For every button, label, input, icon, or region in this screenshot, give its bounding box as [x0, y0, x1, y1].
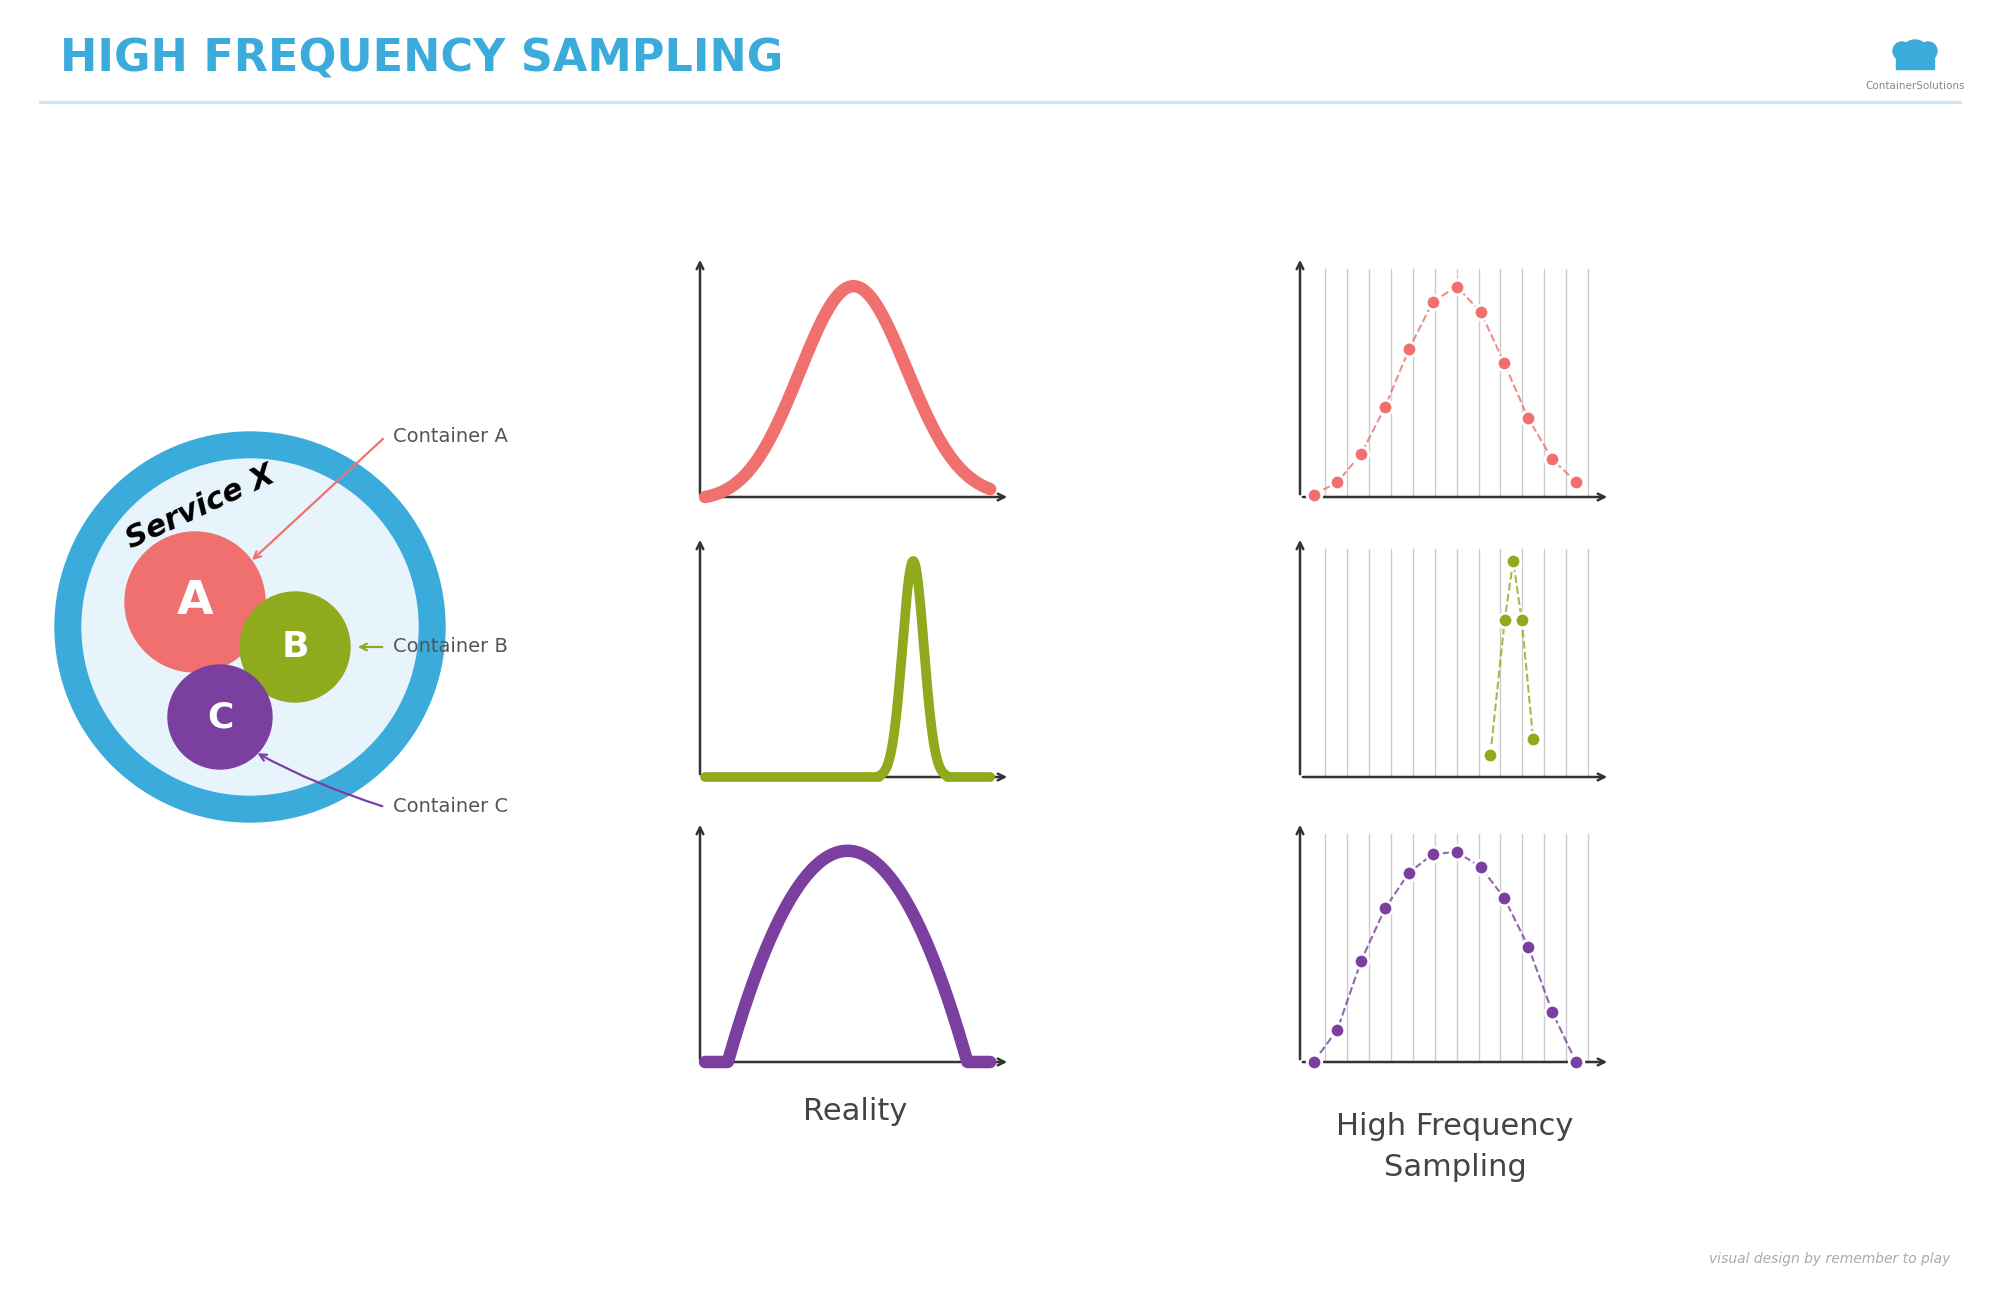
- Text: Container C: Container C: [394, 797, 507, 817]
- Text: HIGH FREQUENCY SAMPLING: HIGH FREQUENCY SAMPLING: [60, 38, 783, 81]
- Text: A: A: [176, 579, 214, 625]
- Text: Reality: Reality: [803, 1098, 907, 1127]
- Point: [1417, 843, 1449, 864]
- Point: [1558, 472, 1590, 493]
- Point: [1297, 485, 1329, 506]
- Point: [1558, 1052, 1590, 1073]
- Point: [1465, 856, 1497, 877]
- Point: [1321, 1019, 1353, 1040]
- Text: B: B: [282, 630, 308, 664]
- Circle shape: [1892, 42, 1910, 60]
- Point: [1345, 950, 1377, 971]
- Text: visual design by remember to play: visual design by remember to play: [1708, 1252, 1948, 1266]
- Point: [1465, 301, 1497, 322]
- Circle shape: [168, 665, 272, 769]
- Text: Container B: Container B: [394, 638, 507, 656]
- Point: [1321, 472, 1353, 493]
- Point: [1393, 339, 1425, 359]
- Point: [1516, 729, 1548, 750]
- Point: [1534, 1001, 1566, 1022]
- Point: [1441, 276, 1473, 297]
- Point: [1510, 408, 1542, 429]
- Point: [1393, 863, 1425, 884]
- Point: [1441, 842, 1473, 863]
- Point: [1369, 396, 1401, 417]
- Point: [1510, 936, 1542, 957]
- Point: [1489, 610, 1520, 631]
- Point: [1475, 745, 1506, 766]
- Text: ContainerSolutions: ContainerSolutions: [1864, 81, 1964, 91]
- Point: [1504, 610, 1536, 631]
- Text: Container A: Container A: [394, 427, 507, 447]
- Circle shape: [1900, 41, 1928, 68]
- Circle shape: [126, 532, 266, 672]
- Point: [1297, 1052, 1329, 1073]
- Circle shape: [240, 592, 350, 702]
- Point: [1369, 898, 1401, 919]
- Text: Service X: Service X: [122, 460, 280, 554]
- Point: [1489, 353, 1520, 374]
- Circle shape: [82, 459, 418, 795]
- Point: [1345, 443, 1377, 464]
- Text: C: C: [206, 701, 234, 735]
- Circle shape: [56, 433, 446, 822]
- Text: High Frequency
Sampling: High Frequency Sampling: [1335, 1112, 1572, 1182]
- Point: [1497, 550, 1528, 571]
- Point: [1489, 887, 1520, 908]
- Point: [1417, 291, 1449, 312]
- Bar: [1894, 54, 1932, 69]
- Point: [1534, 448, 1566, 469]
- Circle shape: [1918, 42, 1936, 60]
